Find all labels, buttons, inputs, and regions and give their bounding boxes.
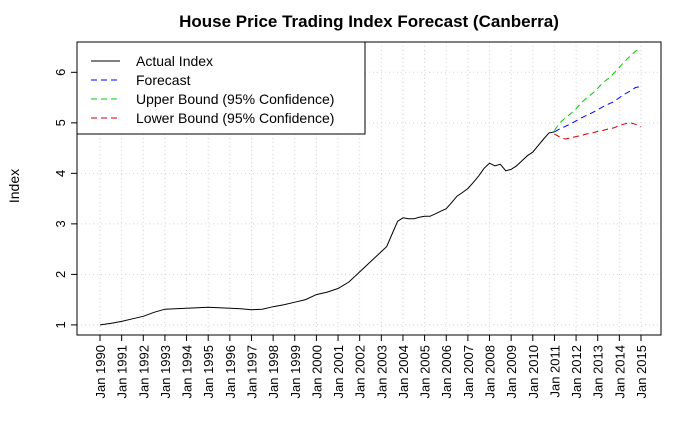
x-tick-label: Jan 2010 bbox=[526, 345, 541, 399]
x-tick-label: Jan 1997 bbox=[244, 345, 259, 399]
y-tick-label: 1 bbox=[53, 321, 68, 328]
series-line-4 bbox=[554, 122, 642, 140]
x-tick-label: Jan 2001 bbox=[331, 345, 346, 399]
x-tick-label: Jan 2008 bbox=[483, 345, 498, 399]
x-tick-label: Jan 1990 bbox=[93, 345, 108, 399]
legend-label: Upper Bound (95% Confidence) bbox=[136, 91, 334, 107]
x-tick-label: Jan 2011 bbox=[547, 345, 562, 398]
x-tick-label: Jan 2012 bbox=[569, 345, 584, 399]
y-tick-label: 5 bbox=[53, 119, 68, 126]
legend-label: Forecast bbox=[136, 72, 191, 88]
y-tick-label: 4 bbox=[53, 170, 68, 177]
x-tick-label: Jan 2002 bbox=[353, 345, 368, 399]
x-tick-label: Jan 2004 bbox=[396, 345, 411, 399]
legend: Actual Index Forecast Upper Bound (95% Con… bbox=[76, 41, 366, 135]
x-tick-label: Jan 2015 bbox=[634, 345, 649, 399]
x-tick-label: Jan 2003 bbox=[374, 345, 389, 399]
y-axis-label: Index bbox=[6, 169, 22, 203]
x-tick-label: Jan 1996 bbox=[223, 345, 238, 399]
x-tick-label: Jan 2005 bbox=[418, 345, 433, 399]
series-line-3 bbox=[553, 48, 642, 131]
x-tick-label: Jan 1991 bbox=[115, 345, 130, 399]
chart-title: House Price Trading Index Forecast (Canb… bbox=[179, 12, 559, 31]
x-tick-label: Jan 2009 bbox=[504, 345, 519, 399]
x-tick-label: Jan 1995 bbox=[201, 345, 216, 399]
x-tick-label: Jan 2006 bbox=[439, 345, 454, 399]
x-axis: Jan 1990 Jan 1991 Jan 1992 Jan 1993 Jan 1994… bbox=[93, 334, 649, 399]
y-tick-label: 6 bbox=[53, 69, 68, 76]
x-tick-label: Jan 1992 bbox=[136, 345, 151, 399]
legend-label: Actual Index bbox=[136, 53, 213, 69]
x-tick-label: Jan 2014 bbox=[612, 345, 627, 399]
x-tick-label: Jan 2013 bbox=[591, 345, 606, 399]
x-tick-label: Jan 2007 bbox=[461, 345, 476, 399]
y-axis: 1 2 3 4 5 6 bbox=[53, 69, 77, 329]
y-tick-label: 2 bbox=[53, 271, 68, 278]
x-tick-label: Jan 2000 bbox=[309, 345, 324, 399]
y-tick-label: 3 bbox=[53, 220, 68, 227]
series-line-2 bbox=[554, 86, 642, 133]
series-group bbox=[99, 48, 642, 326]
x-tick-label: Jan 1994 bbox=[180, 345, 195, 399]
x-tick-label: Jan 1999 bbox=[288, 345, 303, 399]
grid bbox=[77, 42, 661, 335]
x-tick-label: Jan 1998 bbox=[266, 345, 281, 399]
series-line-1 bbox=[99, 131, 555, 326]
legend-box bbox=[76, 41, 366, 135]
x-tick-label: Jan 1993 bbox=[158, 345, 173, 399]
legend-label: Lower Bound (95% Confidence) bbox=[136, 110, 334, 126]
